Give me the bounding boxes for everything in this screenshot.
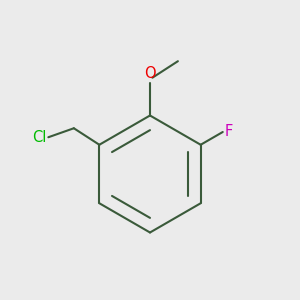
- Text: Cl: Cl: [32, 130, 47, 145]
- Text: O: O: [144, 66, 156, 81]
- Text: F: F: [224, 124, 232, 139]
